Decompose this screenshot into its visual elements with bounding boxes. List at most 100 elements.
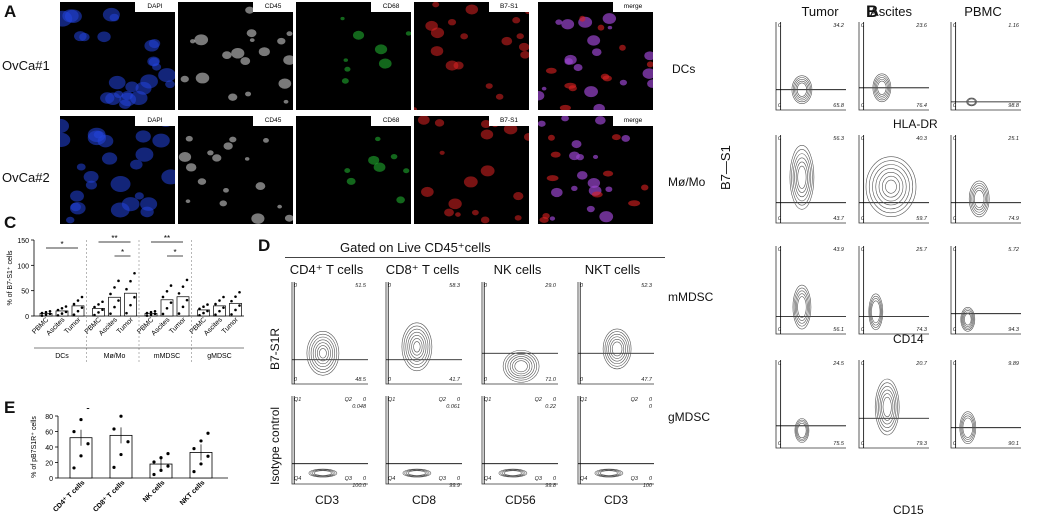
contour-ring xyxy=(872,164,910,210)
quadrant-value: Q3 xyxy=(438,476,446,482)
cell-blob xyxy=(480,120,491,129)
contour-ring xyxy=(594,468,624,478)
cell-blob xyxy=(597,24,605,31)
quadrant-value: 100.0 xyxy=(352,483,366,489)
contour-ring xyxy=(408,470,426,476)
flow-plot-b-r2-c1: 0 56.3 0 43.7 xyxy=(770,135,846,229)
cell-blob xyxy=(121,197,140,212)
channel-label: CD45 xyxy=(253,2,293,12)
contour-ring xyxy=(795,419,809,442)
cell-blob xyxy=(223,142,233,150)
micrograph-r2-cd45: CD45 xyxy=(178,116,293,224)
flow-plot-svg xyxy=(577,396,654,485)
cell-blob xyxy=(343,58,349,62)
cell-blob xyxy=(595,116,606,125)
contour-ring xyxy=(791,75,813,104)
contour-ring xyxy=(789,144,815,210)
panel-letter-b: B xyxy=(866,2,879,21)
x-axis-label-cd3-a: CD3 xyxy=(315,493,340,507)
row-label-macrophage: Mø/Mo xyxy=(668,175,706,189)
cell-blob xyxy=(144,39,160,52)
contour-ring xyxy=(502,469,524,477)
channel-label: B7-S1 xyxy=(489,116,529,126)
data-point xyxy=(185,278,189,282)
flow-plot-svg xyxy=(291,282,368,385)
micrograph-r1-dapi: DAPI xyxy=(60,2,175,110)
quadrant-value: 0 xyxy=(953,23,957,29)
cell-blob xyxy=(197,178,207,185)
cell-blob xyxy=(396,196,405,204)
data-point xyxy=(218,299,221,302)
quadrant-value: Q3 xyxy=(344,476,352,482)
micrograph-r2-merge: merge xyxy=(538,116,653,224)
contour-ring xyxy=(963,311,973,327)
quadrant-value: 0 xyxy=(861,247,865,253)
cell-blob xyxy=(341,78,349,84)
quadrant-value: 43.7 xyxy=(833,216,844,222)
micrograph-texture xyxy=(178,121,293,224)
cell-blob xyxy=(101,152,118,165)
quadrant-value: 0 xyxy=(861,136,865,142)
quadrant-value: Q4 xyxy=(294,476,302,482)
contour-ring xyxy=(960,413,976,442)
cell-blob xyxy=(644,51,653,61)
contour-ring xyxy=(882,396,892,418)
quadrant-value: 0 xyxy=(484,283,488,289)
micrograph-texture xyxy=(340,16,411,84)
data-point xyxy=(44,310,48,314)
contour-ring xyxy=(500,469,526,477)
cell-blob xyxy=(591,191,603,198)
flow-plot-svg xyxy=(385,396,462,485)
data-point xyxy=(222,295,225,299)
plot-axes xyxy=(775,360,846,449)
flow-plot-svg xyxy=(858,360,929,449)
contour-ring xyxy=(502,349,540,383)
group-label: DCs xyxy=(55,353,69,360)
cell-blob xyxy=(480,129,494,140)
contour-ring xyxy=(317,345,329,362)
data-point xyxy=(112,427,116,431)
contour-ring xyxy=(967,98,976,106)
y-tick-label: 150 xyxy=(17,238,29,245)
data-point xyxy=(79,454,83,458)
cell-blob xyxy=(447,18,457,26)
quadrant-value: 0 xyxy=(778,103,782,109)
cell-blob xyxy=(374,44,388,55)
cell-blob xyxy=(592,154,599,160)
cell-blob xyxy=(185,163,197,172)
flow-plot-b-r1-c3: 0 1.16 0 98.8 xyxy=(945,22,1021,116)
quadrant-value: 52.3 xyxy=(641,283,652,289)
cell-blob xyxy=(430,46,444,57)
quadrant-value: Q4 xyxy=(580,476,588,482)
contour-ring xyxy=(797,422,807,439)
data-point xyxy=(76,309,80,313)
quadrant-value: 99.8 xyxy=(545,483,556,489)
quadrant-value: 71.0 xyxy=(545,377,556,383)
flow-plot-d-bottom-2: Q1 Q2 0 0.061 Q4 Q3 0 99.9 xyxy=(380,396,462,490)
cell-blob xyxy=(231,47,245,59)
cell-blob xyxy=(480,165,495,177)
quadrant-value: Q1 xyxy=(388,397,396,403)
cell-blob xyxy=(245,91,252,97)
data-point xyxy=(119,414,123,418)
quadrant-value: 74.9 xyxy=(1008,216,1019,222)
flow-plot-svg xyxy=(775,246,846,335)
contour-ring xyxy=(596,469,622,477)
micrograph-r2-cd68: CD68 xyxy=(296,116,411,224)
contour-ring xyxy=(792,153,812,202)
category-label: Tumor xyxy=(116,316,136,336)
data-point xyxy=(113,286,116,289)
cell-blob xyxy=(611,134,621,141)
significance-mark: * xyxy=(121,248,124,257)
data-point xyxy=(80,306,84,309)
plot-axes xyxy=(950,22,1021,111)
category-label: Ascites xyxy=(203,316,224,337)
quadrant-value: 0 xyxy=(388,377,392,383)
cell-blob xyxy=(569,151,580,161)
micrograph-texture xyxy=(414,2,529,110)
contour-ring xyxy=(876,78,888,97)
cell-blob xyxy=(135,130,151,143)
cell-blob xyxy=(619,44,626,51)
cell-blob xyxy=(586,205,595,213)
quadrant-value: 0 xyxy=(953,136,957,142)
